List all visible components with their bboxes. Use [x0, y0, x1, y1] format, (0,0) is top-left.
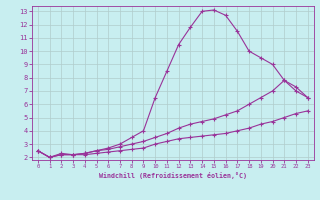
X-axis label: Windchill (Refroidissement éolien,°C): Windchill (Refroidissement éolien,°C) — [99, 172, 247, 179]
